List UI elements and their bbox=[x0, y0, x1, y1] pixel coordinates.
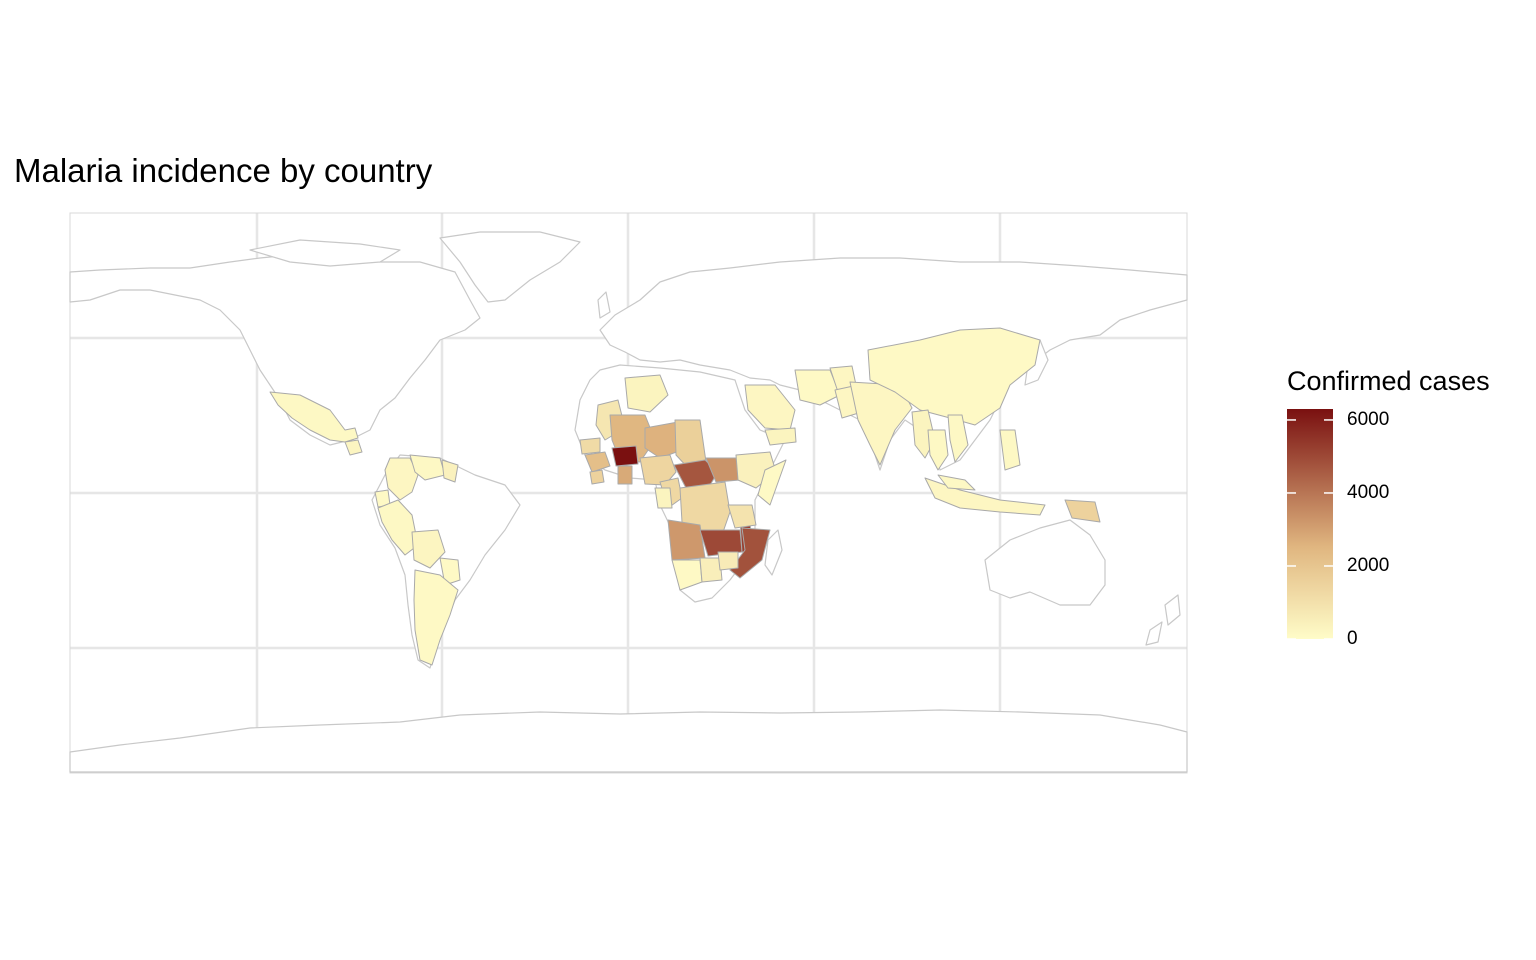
country-iran bbox=[794, 369, 841, 406]
country-burkina-faso bbox=[611, 445, 639, 467]
legend-colorbar bbox=[1287, 409, 1333, 640]
legend-tick-label: 6000 bbox=[1347, 408, 1390, 430]
country-thailand bbox=[927, 429, 949, 471]
country-vietnam bbox=[947, 414, 969, 463]
country-philippines bbox=[999, 429, 1021, 471]
country-shapes bbox=[269, 327, 1101, 666]
country-guatemala bbox=[344, 439, 363, 456]
country-paraguay bbox=[439, 557, 461, 586]
country-senegal bbox=[579, 437, 601, 455]
country-tanzania bbox=[727, 504, 757, 529]
country-mexico bbox=[269, 391, 359, 443]
country-botswana bbox=[699, 557, 723, 583]
legend-gradient-bar bbox=[1287, 409, 1333, 639]
country-gabon bbox=[654, 487, 673, 509]
country-indonesia bbox=[924, 477, 1046, 516]
arctic-islands-outline bbox=[249, 239, 401, 267]
antarctica-outline bbox=[69, 709, 1188, 773]
new-zealand-outline bbox=[1145, 594, 1181, 646]
legend-tick-label: 2000 bbox=[1347, 554, 1390, 576]
country-papua-new-guinea bbox=[1064, 499, 1101, 523]
australia-outline bbox=[984, 519, 1106, 606]
country-guinea bbox=[584, 451, 611, 473]
country-venezuela bbox=[409, 454, 446, 481]
uk-outline bbox=[597, 291, 611, 319]
country-guyana bbox=[441, 459, 459, 483]
country-yemen bbox=[764, 427, 797, 446]
country-mozambique bbox=[729, 527, 771, 579]
country-angola bbox=[667, 519, 706, 561]
country-peru bbox=[377, 499, 419, 556]
legend-title: Confirmed cases bbox=[1287, 366, 1490, 396]
madagascar-outline bbox=[764, 529, 783, 576]
country-sierra-leone bbox=[589, 469, 605, 485]
map-title: Malaria incidence by country bbox=[14, 152, 433, 189]
country-bolivia bbox=[411, 529, 446, 569]
map-frame bbox=[69, 212, 1188, 774]
country-somalia bbox=[757, 459, 787, 506]
country-niger bbox=[644, 421, 683, 459]
country-ghana bbox=[617, 465, 633, 485]
country-nigeria bbox=[639, 454, 677, 486]
country-argentina bbox=[413, 569, 459, 666]
greenland-outline bbox=[439, 231, 581, 303]
country-zimbabwe bbox=[717, 551, 739, 571]
north-america-outline bbox=[69, 253, 481, 446]
country-algeria bbox=[624, 374, 669, 413]
country-malaysia bbox=[937, 474, 976, 491]
legend-tick-label: 4000 bbox=[1347, 481, 1390, 503]
legend-tick-label: 0 bbox=[1347, 628, 1358, 649]
country-china bbox=[867, 327, 1041, 426]
